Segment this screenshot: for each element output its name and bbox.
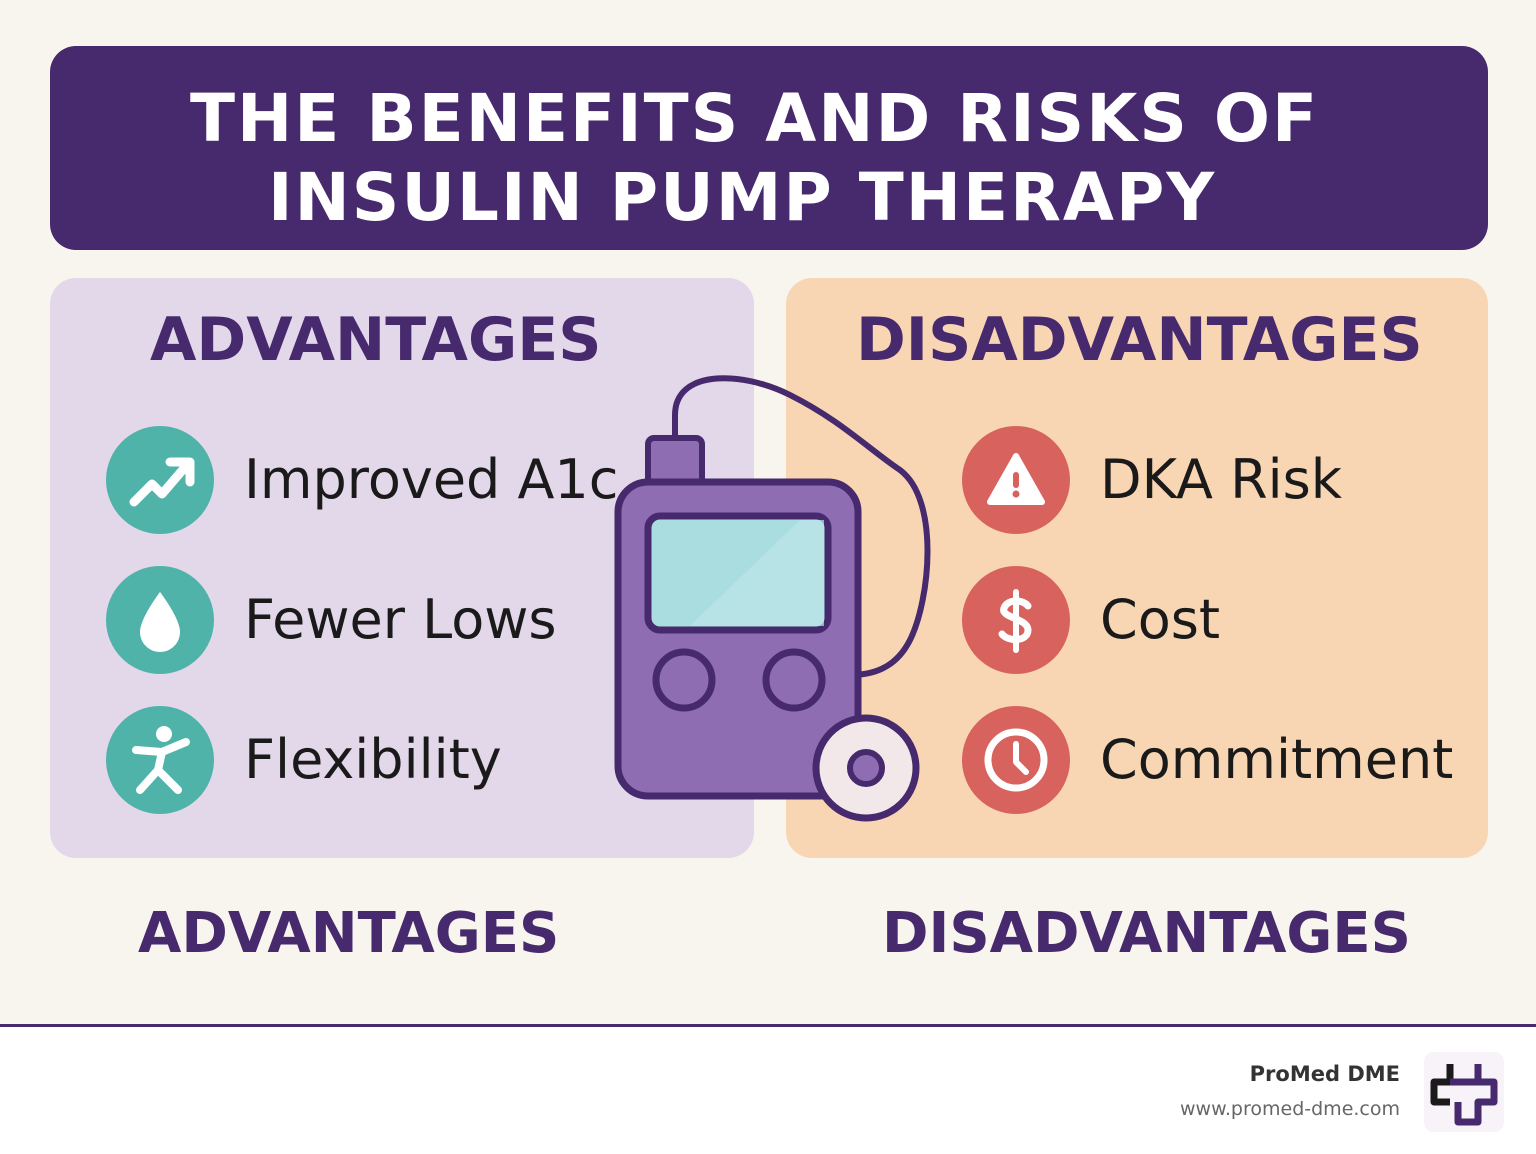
advantage-label: Improved A1c: [244, 448, 619, 511]
disadvantage-label: DKA Risk: [1100, 448, 1343, 511]
advantages-heading: ADVANTAGES: [150, 305, 602, 375]
disadvantages-heading: DISADVANTAGES: [856, 305, 1423, 375]
disadvantage-label: Commitment: [1100, 728, 1454, 791]
footer-divider: [0, 1024, 1536, 1027]
brand-name: ProMed DME: [1249, 1062, 1400, 1086]
drop-icon: [106, 566, 214, 674]
title-line-1: THE BENEFITS AND RISKS OF: [190, 80, 1320, 157]
person-icon: [106, 706, 214, 814]
clock-icon: [962, 706, 1070, 814]
advantage-item: Fewer Lows: [106, 566, 606, 676]
promed-logo-icon: [1424, 1052, 1504, 1132]
advantage-item: Flexibility: [106, 706, 606, 816]
disadvantage-label: Cost: [1100, 588, 1221, 651]
footer-disadvantages-label: DISADVANTAGES: [882, 901, 1411, 966]
title-line-2: INSULIN PUMP THERAPY: [268, 159, 1217, 236]
trend-up-icon: [106, 426, 214, 534]
brand-url: www.promed-dme.com: [1180, 1098, 1400, 1120]
footer-band: [0, 1027, 1536, 1154]
advantage-label: Flexibility: [244, 728, 502, 791]
warning-icon: [962, 426, 1070, 534]
dollar-icon: [962, 566, 1070, 674]
advantage-item: Improved A1c: [106, 426, 618, 536]
insulin-pump-illustration: [614, 375, 931, 822]
title-banner: THE BENEFITS AND RISKS OF INSULIN PUMP T…: [50, 46, 1488, 250]
disadvantage-item: DKA Risk: [962, 426, 1462, 536]
footer-advantages-label: ADVANTAGES: [138, 901, 560, 966]
disadvantage-item: Commitment: [962, 706, 1462, 816]
advantage-label: Fewer Lows: [244, 588, 557, 651]
disadvantage-item: Cost: [962, 566, 1462, 676]
